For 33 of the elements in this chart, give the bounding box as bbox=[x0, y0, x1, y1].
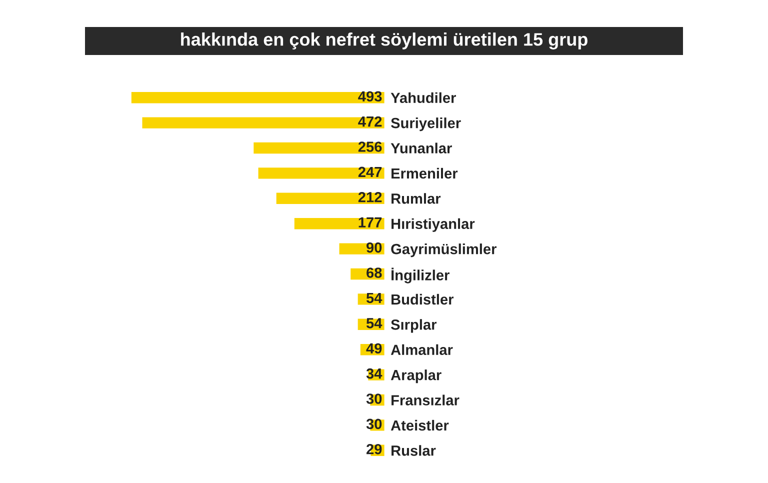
data-label: 256 bbox=[358, 142, 382, 152]
y-tick-label: Ruslar bbox=[392, 445, 436, 456]
data-label: 472 bbox=[358, 116, 382, 127]
y-tick-label: Gayrimüslimler bbox=[391, 244, 497, 258]
bar bbox=[140, 116, 385, 130]
data-label: 54 bbox=[366, 318, 382, 328]
y-tick-label: Yahudiler bbox=[390, 92, 456, 104]
data-label: 54 bbox=[366, 292, 382, 304]
y-tick-label: Fransızlar bbox=[392, 394, 460, 406]
bar bbox=[130, 90, 385, 105]
y-tick-label: Rumlar bbox=[392, 193, 441, 204]
data-label: 247 bbox=[358, 166, 382, 177]
y-tick-label: Ateistler bbox=[390, 420, 449, 431]
bar bbox=[252, 141, 385, 155]
y-tick-label: Budistler bbox=[392, 294, 454, 305]
y-tick-label: Yunanlar bbox=[390, 142, 452, 154]
y-tick-label: Almanlar bbox=[390, 344, 453, 356]
data-label: 212 bbox=[358, 192, 382, 202]
data-label: 49 bbox=[366, 343, 382, 354]
data-label: 68 bbox=[366, 268, 382, 278]
data-label: 90 bbox=[366, 242, 382, 253]
data-label: 493 bbox=[358, 91, 382, 102]
bar bbox=[293, 216, 385, 231]
bar bbox=[274, 191, 385, 206]
y-tick-label: Hıristiyanlar bbox=[392, 218, 475, 232]
y-tick-label: Ermeniler bbox=[392, 168, 458, 179]
y-tick-label: Araplar bbox=[390, 370, 442, 384]
data-label: 177 bbox=[358, 217, 382, 228]
y-tick-label: İngilizler bbox=[392, 268, 450, 284]
y-tick-label: Sırplar bbox=[390, 319, 437, 333]
bar bbox=[256, 166, 385, 180]
chart-title: hakkında en çok nefret söylemi üretilen 15 grup bbox=[181, 32, 588, 50]
y-tick-label: Suriyeliler bbox=[390, 118, 461, 132]
